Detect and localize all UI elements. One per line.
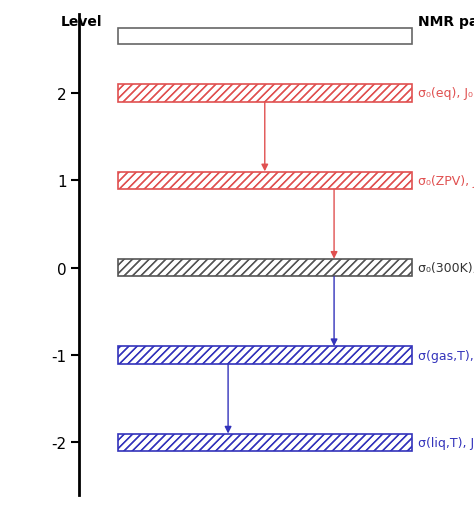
Bar — [118, 346, 411, 364]
Text: σ(liq,T), J(liq,T): σ(liq,T), J(liq,T) — [418, 436, 474, 449]
Bar — [118, 172, 411, 189]
Bar — [118, 29, 411, 45]
Text: σ₀(300K), J₀(300K): σ₀(300K), J₀(300K) — [418, 262, 474, 275]
Text: σ₀(ZPV), J₀(ZPV): σ₀(ZPV), J₀(ZPV) — [418, 174, 474, 187]
Bar — [118, 260, 411, 277]
Bar — [118, 434, 411, 451]
Bar — [118, 346, 411, 364]
Bar — [118, 260, 411, 277]
Bar — [118, 85, 411, 103]
Text: NMR parameters: NMR parameters — [418, 15, 474, 29]
Bar — [118, 434, 411, 451]
Text: σ(gas,T), J(gas,T): σ(gas,T), J(gas,T) — [418, 349, 474, 362]
Bar — [118, 85, 411, 103]
Bar — [118, 172, 411, 189]
Text: σ₀(eq), J₀(eq): σ₀(eq), J₀(eq) — [418, 87, 474, 100]
Text: Level: Level — [61, 15, 102, 29]
